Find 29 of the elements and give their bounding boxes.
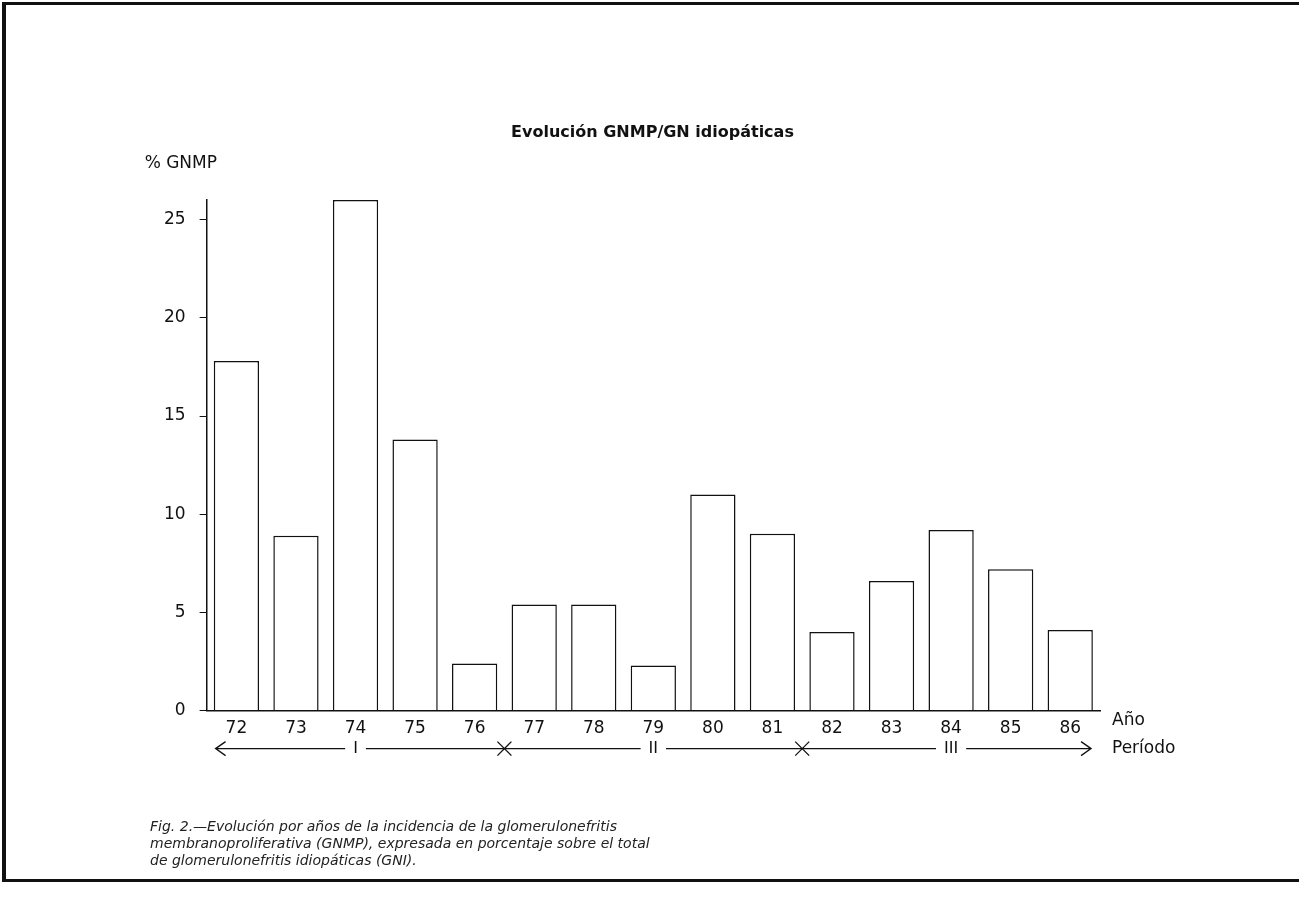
y-tick-label: 15	[163, 404, 186, 425]
y-tick-label: 10	[163, 502, 186, 523]
x-tick-label: 84	[940, 717, 962, 738]
text: Período	[1112, 737, 1176, 758]
x-tick-label: 81	[761, 717, 784, 738]
x-tick-label: 78	[582, 717, 605, 738]
y-axis-title: % GNMP	[144, 152, 218, 173]
x-tick-label: 86	[1059, 717, 1082, 738]
y-tick-label: 5	[174, 600, 186, 621]
caption: Fig. 2.—Evolución por años de la incidencia de la glomerulonefritis membranoproliferativa (GNMP), expresada en porcentaje sobre el total de glomerulonefritis idiopáticas (GNI).	[150, 818, 651, 869]
x-tick-label: 83	[880, 717, 903, 738]
x-tick-label: 85	[999, 717, 1022, 738]
text: I	[353, 737, 358, 757]
chart-title: Evolución GNMP/GN idiopáticas	[510, 122, 795, 141]
x-tick-label: 77	[523, 717, 546, 738]
x-tick-label: 75	[404, 717, 426, 738]
x-tick-label: 76	[463, 717, 486, 738]
y-tick-label: 20	[163, 306, 186, 327]
x-tick-label: 73	[285, 717, 307, 738]
x-tick-label: 82	[821, 717, 843, 738]
text: II	[648, 737, 659, 757]
x-tick-label: 72	[225, 717, 248, 738]
text: III	[944, 737, 959, 757]
x-axis-title: Año	[1112, 709, 1145, 730]
x-tick-label: 80	[702, 717, 724, 738]
x-tick-label: 79	[642, 717, 665, 738]
y-tick-label: 0	[174, 699, 186, 720]
y-tick-label: 25	[163, 208, 186, 229]
x-tick-label: 74	[344, 717, 367, 738]
